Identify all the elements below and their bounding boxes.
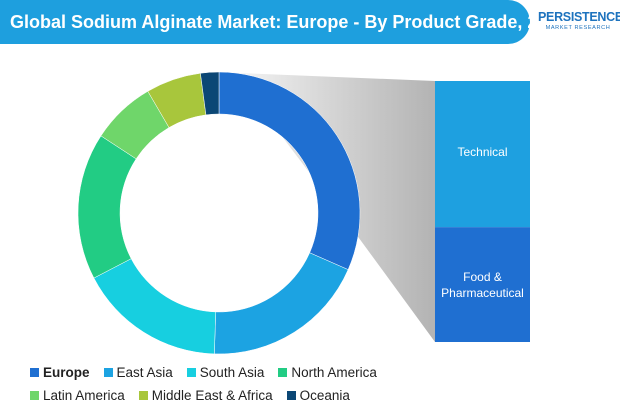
- bar-segment-technical: [435, 81, 530, 228]
- legend-item-oceania: Oceania: [286, 388, 350, 403]
- legend-label: South Asia: [199, 365, 265, 380]
- chart-legend: Europe East Asia South Asia North America La…: [30, 361, 590, 407]
- legend-label: East Asia: [116, 365, 173, 380]
- legend-swatch: [30, 368, 39, 377]
- legend-swatch: [30, 391, 39, 400]
- logo-sub-text: MARKET RESEARCH: [545, 25, 611, 31]
- legend-item-latin-america: Latin America: [30, 388, 125, 403]
- legend-item-europe: Europe: [30, 365, 90, 380]
- legend-row: Latin America Middle East & Africa Oceania: [30, 384, 590, 407]
- bar-segment-food-and-pharmaceutical: [435, 227, 530, 342]
- legend-label: Oceania: [299, 388, 350, 403]
- slice-east-asia: [214, 252, 349, 355]
- connector-wedge: [233, 72, 435, 343]
- legend-label: Middle East & Africa: [151, 388, 273, 403]
- legend-label: Europe: [43, 365, 90, 380]
- legend-item-middle-east-and-africa: Middle East & Africa: [138, 388, 273, 403]
- bar-label-food-pharmaceutical: Food & Pharmaceutical: [441, 269, 524, 300]
- slice-north-america: [77, 135, 137, 279]
- legend-swatch: [138, 391, 148, 400]
- legend-row: Europe East Asia South Asia North America: [30, 361, 590, 384]
- chart-title: Global Sodium Alginate Market: Europe - …: [10, 11, 568, 32]
- slice-oceania: [200, 71, 220, 116]
- legend-swatch: [286, 391, 296, 400]
- legend-label: North America: [291, 365, 377, 380]
- title-banner: Global Sodium Alginate Market: Europe - …: [0, 0, 567, 44]
- legend-item-north-america: North America: [278, 365, 377, 380]
- persistence-logo: PERSISTENCE MARKET RESEARCH: [538, 10, 620, 42]
- legend-item-east-asia: East Asia: [103, 365, 173, 380]
- legend-item-south-asia: South Asia: [186, 365, 265, 380]
- bar-label-technical: Technical: [457, 145, 508, 160]
- slice-south-asia: [93, 258, 216, 355]
- donut-chart: [77, 71, 530, 355]
- legend-label: Latin America: [43, 388, 125, 403]
- slice-europe: [218, 71, 361, 270]
- legend-swatch: [278, 368, 288, 377]
- logo-main-text: PERSISTENCE: [538, 10, 620, 24]
- legend-swatch: [186, 368, 196, 377]
- legend-swatch: [103, 368, 113, 377]
